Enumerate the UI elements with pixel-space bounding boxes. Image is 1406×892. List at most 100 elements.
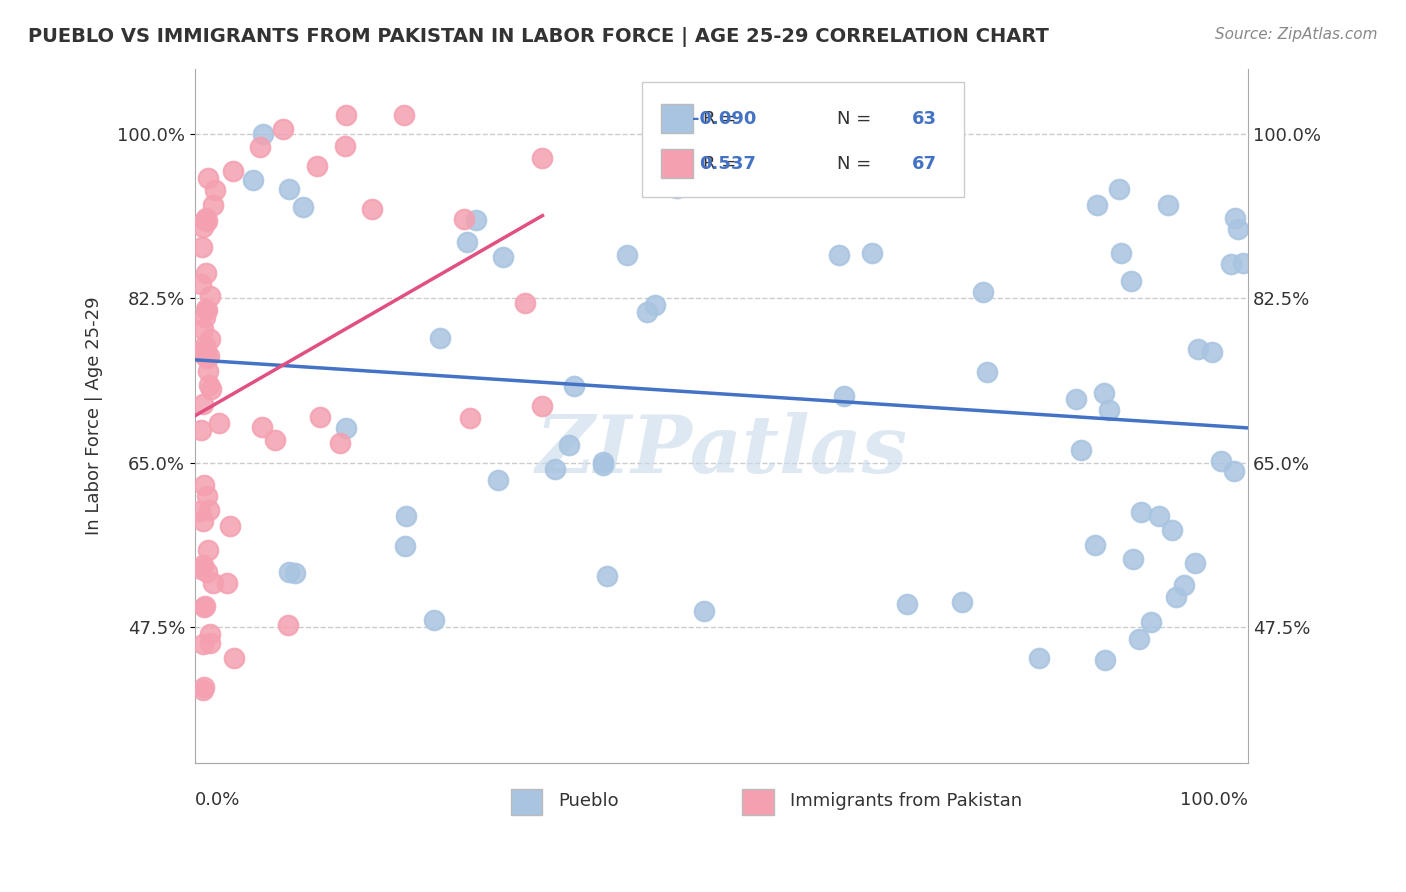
Point xyxy=(1220,257,1243,271)
Point xyxy=(394,539,416,553)
Point xyxy=(1084,538,1107,552)
Point xyxy=(284,566,307,580)
Point xyxy=(195,303,218,318)
Point xyxy=(1222,464,1244,478)
Point xyxy=(1157,197,1180,211)
Point xyxy=(492,250,515,264)
Point xyxy=(194,302,217,317)
Point xyxy=(221,163,243,178)
Point xyxy=(198,503,221,517)
Text: ZIPatlas: ZIPatlas xyxy=(536,412,907,489)
Point xyxy=(1092,386,1115,401)
Point xyxy=(277,618,299,632)
Point xyxy=(193,322,215,336)
Point xyxy=(200,627,222,641)
Point xyxy=(191,558,214,572)
Point xyxy=(361,202,384,216)
Point xyxy=(1187,343,1209,357)
Point xyxy=(1128,632,1150,646)
Point xyxy=(194,310,217,324)
Point xyxy=(1070,442,1092,457)
Point xyxy=(1140,615,1163,630)
Point xyxy=(616,247,638,261)
Point xyxy=(250,419,273,434)
Text: 0.0%: 0.0% xyxy=(195,791,240,809)
Point xyxy=(194,338,217,352)
Point xyxy=(1225,211,1247,225)
Text: 67: 67 xyxy=(912,154,938,173)
Point xyxy=(972,285,994,299)
Point xyxy=(191,344,214,359)
Text: R =: R = xyxy=(703,110,737,128)
Point xyxy=(1066,392,1088,407)
FancyBboxPatch shape xyxy=(661,104,693,133)
Point xyxy=(1227,222,1250,236)
Point xyxy=(333,138,356,153)
Point xyxy=(1085,198,1108,212)
Point xyxy=(1232,256,1254,270)
Text: Source: ZipAtlas.com: Source: ZipAtlas.com xyxy=(1215,27,1378,42)
Text: 100.0%: 100.0% xyxy=(1180,791,1249,809)
Point xyxy=(200,332,222,346)
Point xyxy=(190,423,212,437)
Text: Pueblo: Pueblo xyxy=(558,792,619,810)
Point xyxy=(453,211,475,226)
Point xyxy=(464,213,486,227)
Point xyxy=(215,575,238,590)
Point xyxy=(273,121,295,136)
Point xyxy=(201,198,224,212)
Point xyxy=(222,651,245,665)
Point xyxy=(1028,651,1050,665)
Point xyxy=(592,458,614,473)
Point xyxy=(194,211,217,226)
Point xyxy=(456,235,478,249)
Point xyxy=(976,365,998,379)
Point xyxy=(190,240,212,254)
Point xyxy=(531,399,554,413)
Point xyxy=(1122,552,1144,566)
Point xyxy=(195,351,218,366)
Point xyxy=(204,183,226,197)
Point xyxy=(860,245,883,260)
Point xyxy=(208,416,231,430)
Point xyxy=(193,213,215,227)
Point xyxy=(202,575,225,590)
Text: Immigrants from Pakistan: Immigrants from Pakistan xyxy=(790,792,1022,810)
Point xyxy=(277,565,299,579)
FancyBboxPatch shape xyxy=(661,149,693,178)
Point xyxy=(1119,275,1142,289)
Point xyxy=(194,266,217,280)
Point xyxy=(191,219,214,234)
Point xyxy=(292,200,315,214)
Point xyxy=(263,434,285,448)
Point xyxy=(429,331,451,345)
Point xyxy=(193,600,215,615)
Point xyxy=(1161,523,1184,537)
Text: R =: R = xyxy=(703,154,737,173)
Point xyxy=(193,348,215,362)
Point xyxy=(530,151,553,165)
Point xyxy=(832,389,855,403)
Text: -0.090: -0.090 xyxy=(692,110,756,128)
Point xyxy=(748,176,770,190)
Point xyxy=(242,172,264,186)
Point xyxy=(1098,402,1121,417)
Point xyxy=(194,599,217,614)
Point xyxy=(596,568,619,582)
Point xyxy=(191,515,214,529)
Point xyxy=(197,542,219,557)
Point xyxy=(249,140,271,154)
Point xyxy=(329,435,352,450)
Point xyxy=(190,344,212,359)
Point xyxy=(665,181,688,195)
Point xyxy=(693,604,716,618)
Point xyxy=(188,504,211,518)
Point xyxy=(1130,505,1153,519)
Point xyxy=(395,508,418,523)
FancyBboxPatch shape xyxy=(510,789,543,815)
Point xyxy=(1184,557,1206,571)
Point xyxy=(193,397,215,411)
Point xyxy=(828,248,851,262)
Point xyxy=(636,305,658,319)
Text: N =: N = xyxy=(837,154,872,173)
